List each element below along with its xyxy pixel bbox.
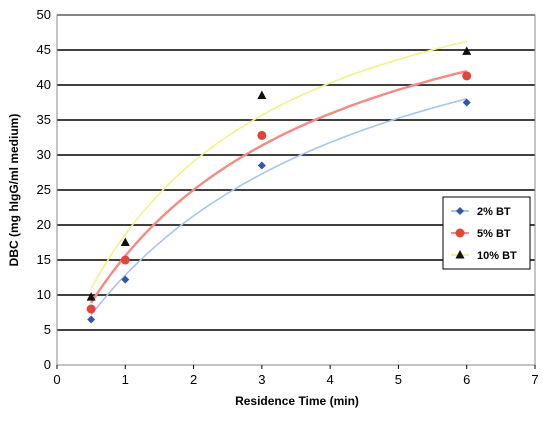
x-tick-label: 6 xyxy=(463,372,470,387)
y-tick-label: 50 xyxy=(37,7,51,22)
y-tick-label: 45 xyxy=(37,42,51,57)
trend-curve-2 xyxy=(90,69,467,304)
x-tick-label: 0 xyxy=(53,372,60,387)
trend-curves xyxy=(90,40,467,316)
trend-curve-3 xyxy=(90,40,467,290)
data-point xyxy=(121,275,130,284)
y-tick-label: 10 xyxy=(37,287,51,302)
x-tick-label: 7 xyxy=(531,372,538,387)
legend-marker xyxy=(455,250,465,259)
plot-area xyxy=(56,14,536,366)
data-point xyxy=(86,292,96,301)
data-point xyxy=(87,315,96,324)
data-point xyxy=(257,161,266,170)
x-axis-title: Residence Time (min) xyxy=(235,394,359,408)
data-point xyxy=(257,130,267,140)
data-point xyxy=(86,304,96,314)
y-tick-label: 35 xyxy=(37,112,51,127)
grid-lines xyxy=(57,14,535,331)
legend-label: 5% BT xyxy=(477,228,511,240)
data-point xyxy=(462,98,471,107)
x-tick-label: 4 xyxy=(327,372,334,387)
y-tick-label: 20 xyxy=(37,217,51,232)
data-point xyxy=(257,90,267,99)
legend-label: 10% BT xyxy=(477,250,517,262)
x-tick-label: 3 xyxy=(258,372,265,387)
x-tick-label: 2 xyxy=(190,372,197,387)
y-tick-label: 30 xyxy=(37,147,51,162)
y-axis-title: DBC (mg hIgG/ml medium) xyxy=(7,114,21,267)
y-tick-label: 5 xyxy=(44,322,51,337)
y-tick-label: 15 xyxy=(37,252,51,267)
x-tick-labels: 0 1 2 3 4 5 6 7 xyxy=(53,365,539,387)
data-points xyxy=(86,46,472,324)
y-tick-labels: 0 5 10 15 20 25 30 35 40 45 50 xyxy=(37,7,51,372)
legend-marker xyxy=(456,207,464,215)
legend: 2% BT 5% BT 10% BT xyxy=(442,196,531,270)
y-tick-label: 25 xyxy=(37,182,51,197)
data-point xyxy=(462,46,472,55)
data-point xyxy=(462,71,472,81)
y-tick-label: 40 xyxy=(37,77,51,92)
legend-marker xyxy=(455,228,465,238)
legend-label: 2% BT xyxy=(477,206,511,218)
data-point xyxy=(120,237,130,246)
x-tick-label: 5 xyxy=(395,372,402,387)
y-tick-label: 0 xyxy=(44,357,51,372)
trend-curve-1 xyxy=(90,98,467,316)
data-point xyxy=(120,255,130,265)
x-tick-label: 1 xyxy=(122,372,129,387)
